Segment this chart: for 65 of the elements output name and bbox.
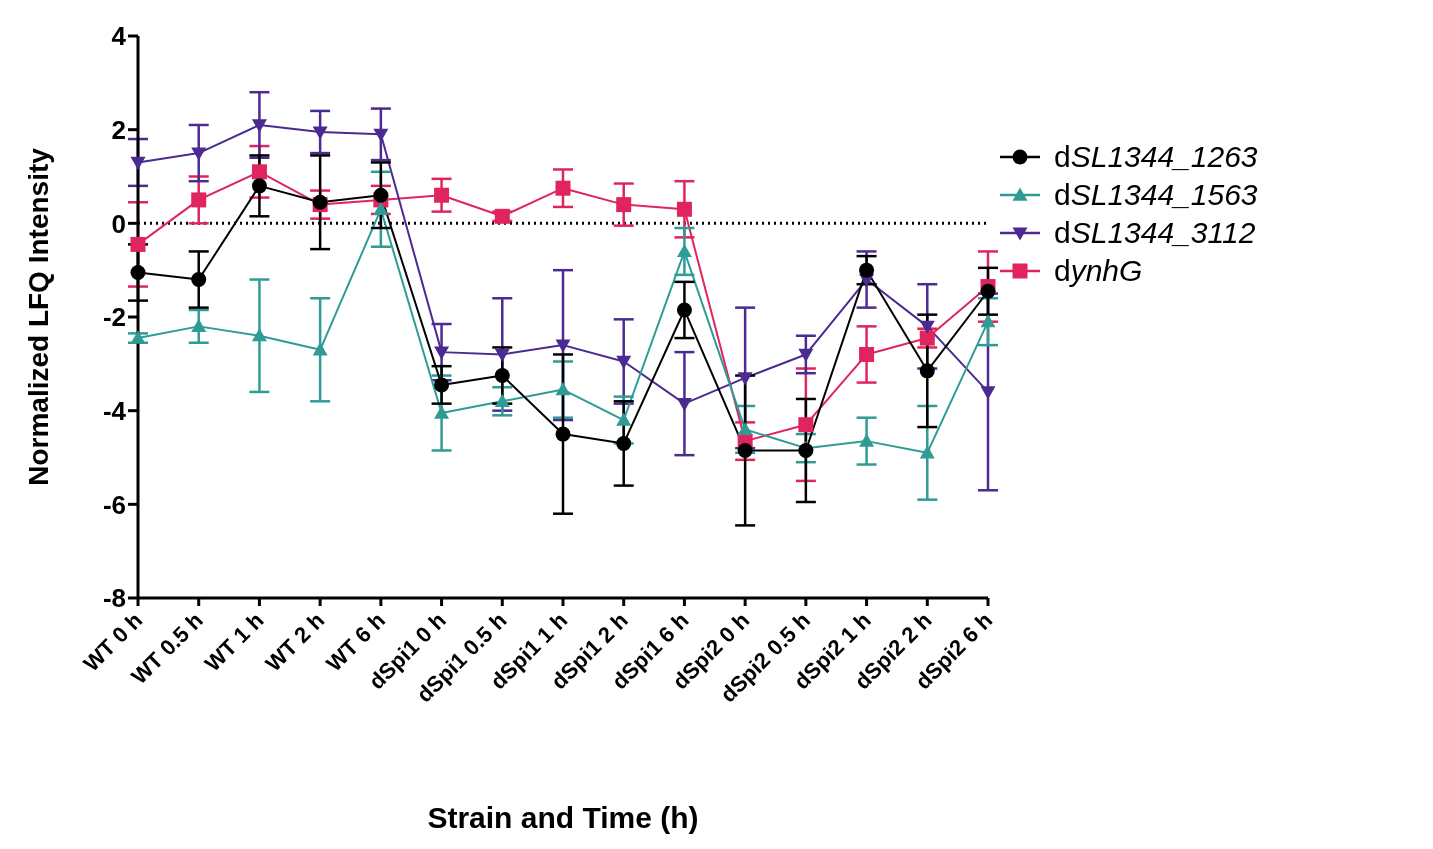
point — [676, 398, 692, 412]
point — [798, 442, 814, 458]
point — [130, 156, 146, 170]
point — [919, 363, 935, 379]
point — [555, 426, 571, 442]
point — [676, 302, 692, 318]
y-tick-label: 2 — [111, 114, 126, 145]
point — [737, 372, 753, 386]
legend-label: dSL1344_1263 — [1054, 140, 1258, 174]
point — [251, 328, 267, 342]
point — [980, 386, 996, 400]
y-tick-label: 0 — [111, 208, 126, 239]
y-tick-label: -6 — [102, 489, 126, 520]
y-axis-title: Normalized LFQ Intensity — [22, 147, 54, 486]
y-tick-label: -4 — [102, 395, 127, 426]
point — [798, 348, 814, 362]
point — [434, 405, 450, 419]
y-tick-label: -2 — [102, 302, 126, 333]
point — [737, 421, 753, 436]
legend-label: dynhG — [1054, 254, 1143, 288]
point — [798, 417, 814, 433]
point — [555, 180, 571, 196]
point — [616, 355, 632, 369]
point — [980, 314, 996, 328]
point — [616, 435, 632, 451]
point — [191, 318, 207, 332]
point — [494, 208, 510, 224]
point — [373, 128, 389, 142]
point — [251, 178, 267, 194]
point — [859, 262, 875, 278]
point — [616, 197, 632, 213]
point — [555, 382, 571, 396]
legend-label: dSL1344_3112 — [1054, 216, 1256, 250]
legend-label: dSL1344_1563 — [1054, 178, 1258, 212]
point — [130, 265, 146, 281]
point — [434, 346, 450, 360]
point — [312, 126, 328, 140]
point — [191, 192, 207, 208]
point — [676, 201, 692, 217]
point — [373, 187, 389, 203]
point — [130, 236, 146, 252]
point — [919, 445, 935, 459]
point — [737, 442, 753, 458]
point — [494, 393, 510, 407]
point — [434, 377, 450, 393]
y-tick-label: -8 — [102, 583, 126, 614]
point — [859, 346, 875, 362]
point — [191, 272, 207, 288]
y-tick-label: 4 — [111, 21, 127, 52]
point — [919, 320, 935, 334]
point — [616, 412, 632, 426]
point — [494, 368, 510, 384]
point — [859, 433, 875, 447]
point — [373, 201, 389, 215]
point — [251, 119, 267, 133]
point — [494, 348, 510, 362]
point — [980, 283, 996, 299]
point — [434, 187, 450, 203]
point — [251, 164, 267, 180]
point — [555, 339, 571, 353]
point — [312, 342, 328, 356]
x-axis-title: Strain and Time (h) — [427, 801, 699, 834]
point — [191, 147, 207, 161]
point — [676, 243, 692, 258]
point — [130, 330, 146, 344]
